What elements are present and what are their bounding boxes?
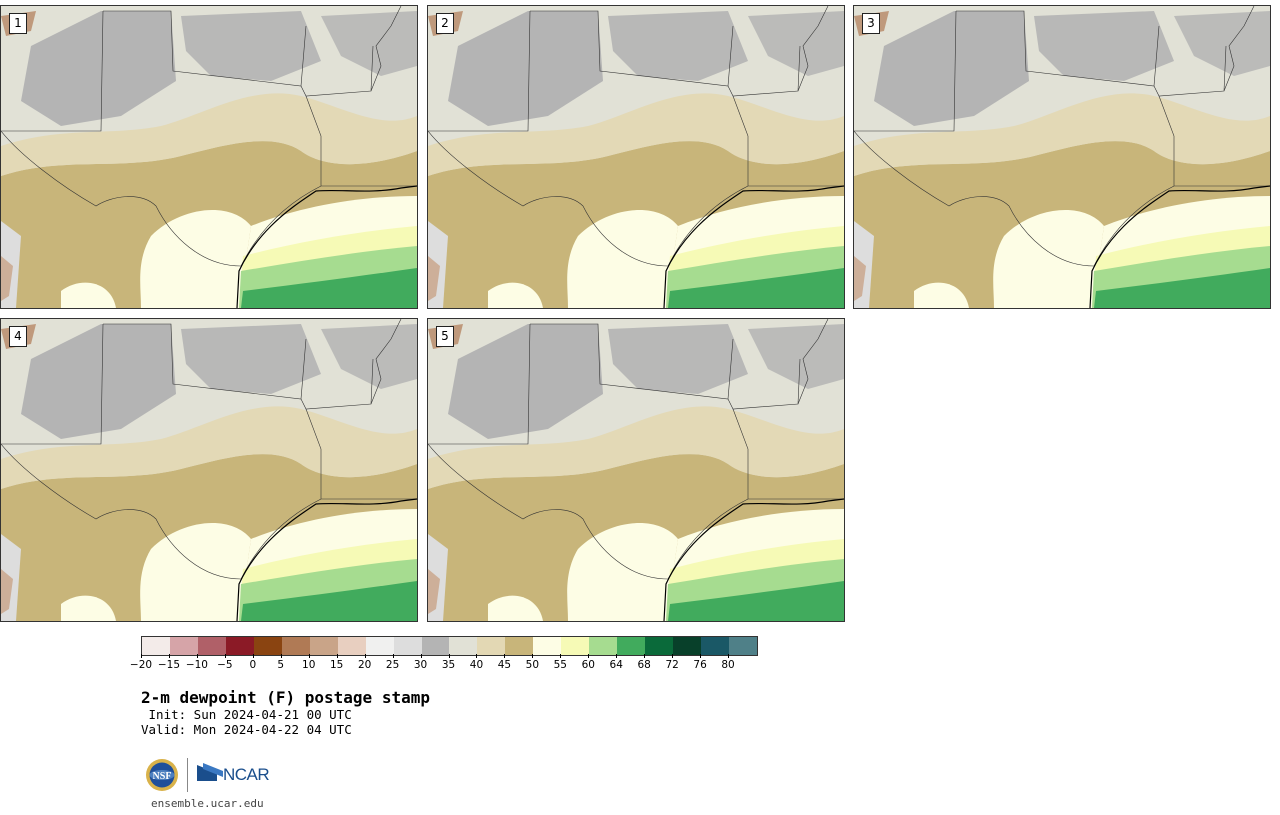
map-canvas bbox=[428, 6, 844, 308]
colorbar bbox=[141, 636, 758, 656]
colorbar-swatch bbox=[589, 637, 618, 655]
colorbar-tick bbox=[364, 654, 366, 658]
colorbar-tick bbox=[448, 654, 450, 658]
colorbar-tick bbox=[336, 654, 338, 658]
colorbar-tick-label: 5 bbox=[277, 659, 285, 671]
colorbar-swatch bbox=[337, 637, 366, 655]
map-canvas bbox=[1, 6, 417, 308]
colorbar-tick-label: 15 bbox=[329, 659, 344, 671]
colorbar-swatch bbox=[225, 637, 254, 655]
colorbar-tick bbox=[700, 654, 702, 658]
map-panel: 1 bbox=[0, 5, 418, 309]
colorbar-tick-label: −20 bbox=[129, 659, 153, 671]
colorbar-swatch bbox=[561, 637, 590, 655]
colorbar-tick bbox=[532, 654, 534, 658]
colorbar-tick bbox=[616, 654, 618, 658]
map-panel: 2 bbox=[427, 5, 845, 309]
colorbar-tick-label: 64 bbox=[609, 659, 623, 671]
colorbar-tick bbox=[392, 654, 394, 658]
colorbar-tick-label: 50 bbox=[525, 659, 540, 671]
colorbar-tick-label: −15 bbox=[157, 659, 181, 671]
colorbar-tick-label: 45 bbox=[497, 659, 512, 671]
map-panel: 4 bbox=[0, 318, 418, 622]
panel-number: 1 bbox=[9, 13, 27, 34]
map-panel: 5 bbox=[427, 318, 845, 622]
colorbar-tick bbox=[224, 654, 226, 658]
chart-title: 2-m dewpoint (F) postage stamp bbox=[141, 688, 430, 707]
nsf-logo-icon: NSF bbox=[146, 759, 178, 791]
colorbar-ticks: −20 −15 −10 −5 0 5 10 15 20 25 30 35 40 45 50 55 60 64 68 7… bbox=[130, 654, 756, 671]
colorbar-swatch bbox=[281, 637, 310, 655]
panel-number: 3 bbox=[862, 13, 880, 34]
colorbar-swatch bbox=[253, 637, 282, 655]
colorbar-swatch bbox=[309, 637, 338, 655]
colorbar-tick-label: −5 bbox=[217, 659, 233, 671]
colorbar-tick-label: 80 bbox=[721, 659, 735, 671]
colorbar-swatch bbox=[142, 637, 170, 655]
colorbar-tick-label: 68 bbox=[637, 659, 651, 671]
colorbar-swatch bbox=[673, 637, 702, 655]
colorbar-tick-label: 0 bbox=[249, 659, 257, 671]
colorbar-tick-label: 40 bbox=[469, 659, 484, 671]
map-canvas bbox=[428, 319, 844, 621]
nsf-logo-text: NSF bbox=[153, 771, 172, 782]
colorbar-tick bbox=[476, 654, 478, 658]
colorbar-swatch bbox=[421, 637, 450, 655]
valid-time: Valid: Mon 2024-04-22 04 UTC bbox=[141, 722, 352, 737]
colorbar-tick bbox=[588, 654, 590, 658]
colorbar-tick bbox=[308, 654, 310, 658]
logo-divider bbox=[187, 758, 188, 792]
colorbar-tick-label: 55 bbox=[553, 659, 567, 671]
colorbar-swatch bbox=[393, 637, 422, 655]
colorbar-tick-label: 60 bbox=[581, 659, 595, 671]
colorbar-tick-label: 25 bbox=[385, 659, 400, 671]
map-canvas bbox=[854, 6, 1270, 308]
map-canvas bbox=[1, 319, 417, 621]
panel-number: 2 bbox=[436, 13, 454, 34]
colorbar-tick bbox=[672, 654, 674, 658]
colorbar-tick bbox=[280, 654, 282, 658]
colorbar-swatch bbox=[701, 637, 730, 655]
colorbar-swatch bbox=[197, 637, 226, 655]
colorbar-swatch bbox=[365, 637, 394, 655]
colorbar-tick bbox=[168, 654, 170, 658]
colorbar-tick-label: 20 bbox=[357, 659, 372, 671]
colorbar-swatch bbox=[617, 637, 646, 655]
colorbar-tick bbox=[644, 654, 646, 658]
colorbar-tick-label: 30 bbox=[413, 659, 428, 671]
colorbar-tick bbox=[560, 654, 562, 658]
colorbar-tick-label: 35 bbox=[441, 659, 456, 671]
colorbar-tick bbox=[196, 654, 198, 658]
colorbar-tick bbox=[728, 654, 730, 658]
colorbar-swatch bbox=[169, 637, 198, 655]
colorbar-swatch bbox=[533, 637, 562, 655]
colorbar-swatch bbox=[729, 637, 757, 655]
colorbar-tick-label: 72 bbox=[665, 659, 679, 671]
panel-number: 4 bbox=[9, 326, 27, 347]
colorbar-tick bbox=[420, 654, 422, 658]
colorbar-tick-label: 76 bbox=[693, 659, 707, 671]
colorbar-swatch bbox=[449, 637, 478, 655]
colorbar-tick bbox=[504, 654, 506, 658]
map-panel: 3 bbox=[853, 5, 1271, 309]
logo-group: NSF NCAR bbox=[145, 756, 275, 794]
colorbar-swatch bbox=[505, 637, 534, 655]
ncar-logo-icon bbox=[197, 763, 223, 781]
colorbar-tick bbox=[141, 654, 142, 658]
colorbar-swatch bbox=[645, 637, 674, 655]
colorbar-tick-label: −10 bbox=[185, 659, 208, 671]
colorbar-tick-label: 10 bbox=[302, 659, 316, 671]
colorbar-tick bbox=[252, 654, 254, 658]
init-time: Init: Sun 2024-04-21 00 UTC bbox=[141, 707, 352, 722]
ncar-logo-text: NCAR bbox=[223, 765, 270, 784]
footer-url: ensemble.ucar.edu bbox=[151, 797, 264, 810]
panel-number: 5 bbox=[436, 326, 454, 347]
colorbar-swatch bbox=[477, 637, 506, 655]
